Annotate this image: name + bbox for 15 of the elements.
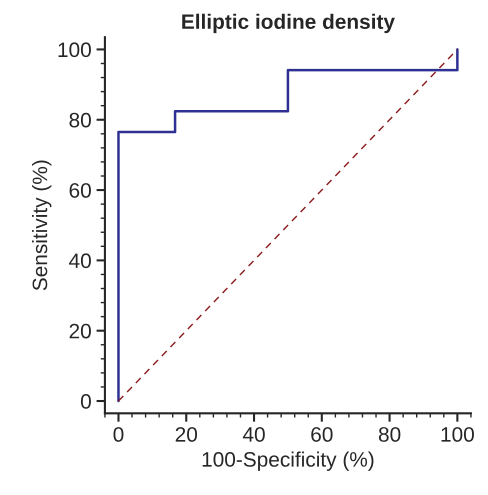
x-tick-label: 60 xyxy=(311,427,333,442)
y-tick-label: 20 xyxy=(70,324,91,338)
x-axis-title: 100-Specificity (%) xyxy=(202,451,374,471)
x-tick-label: 100 xyxy=(442,427,474,442)
x-tick-label: 80 xyxy=(378,427,400,442)
y-tick-label: 0 xyxy=(80,394,91,409)
y-tick-label: 60 xyxy=(70,183,91,198)
y-tick-label: 40 xyxy=(69,253,91,268)
y-tick-label: 100 xyxy=(58,42,91,58)
x-tick-label: 40 xyxy=(242,427,265,442)
x-tick-label: 0 xyxy=(113,427,124,442)
y-tick-label: 80 xyxy=(69,112,91,128)
chart-title: Elliptic iodine density xyxy=(182,14,395,34)
y-axis-title: Sensitivity (%) xyxy=(32,160,52,290)
x-tick-label: 20 xyxy=(176,427,198,442)
